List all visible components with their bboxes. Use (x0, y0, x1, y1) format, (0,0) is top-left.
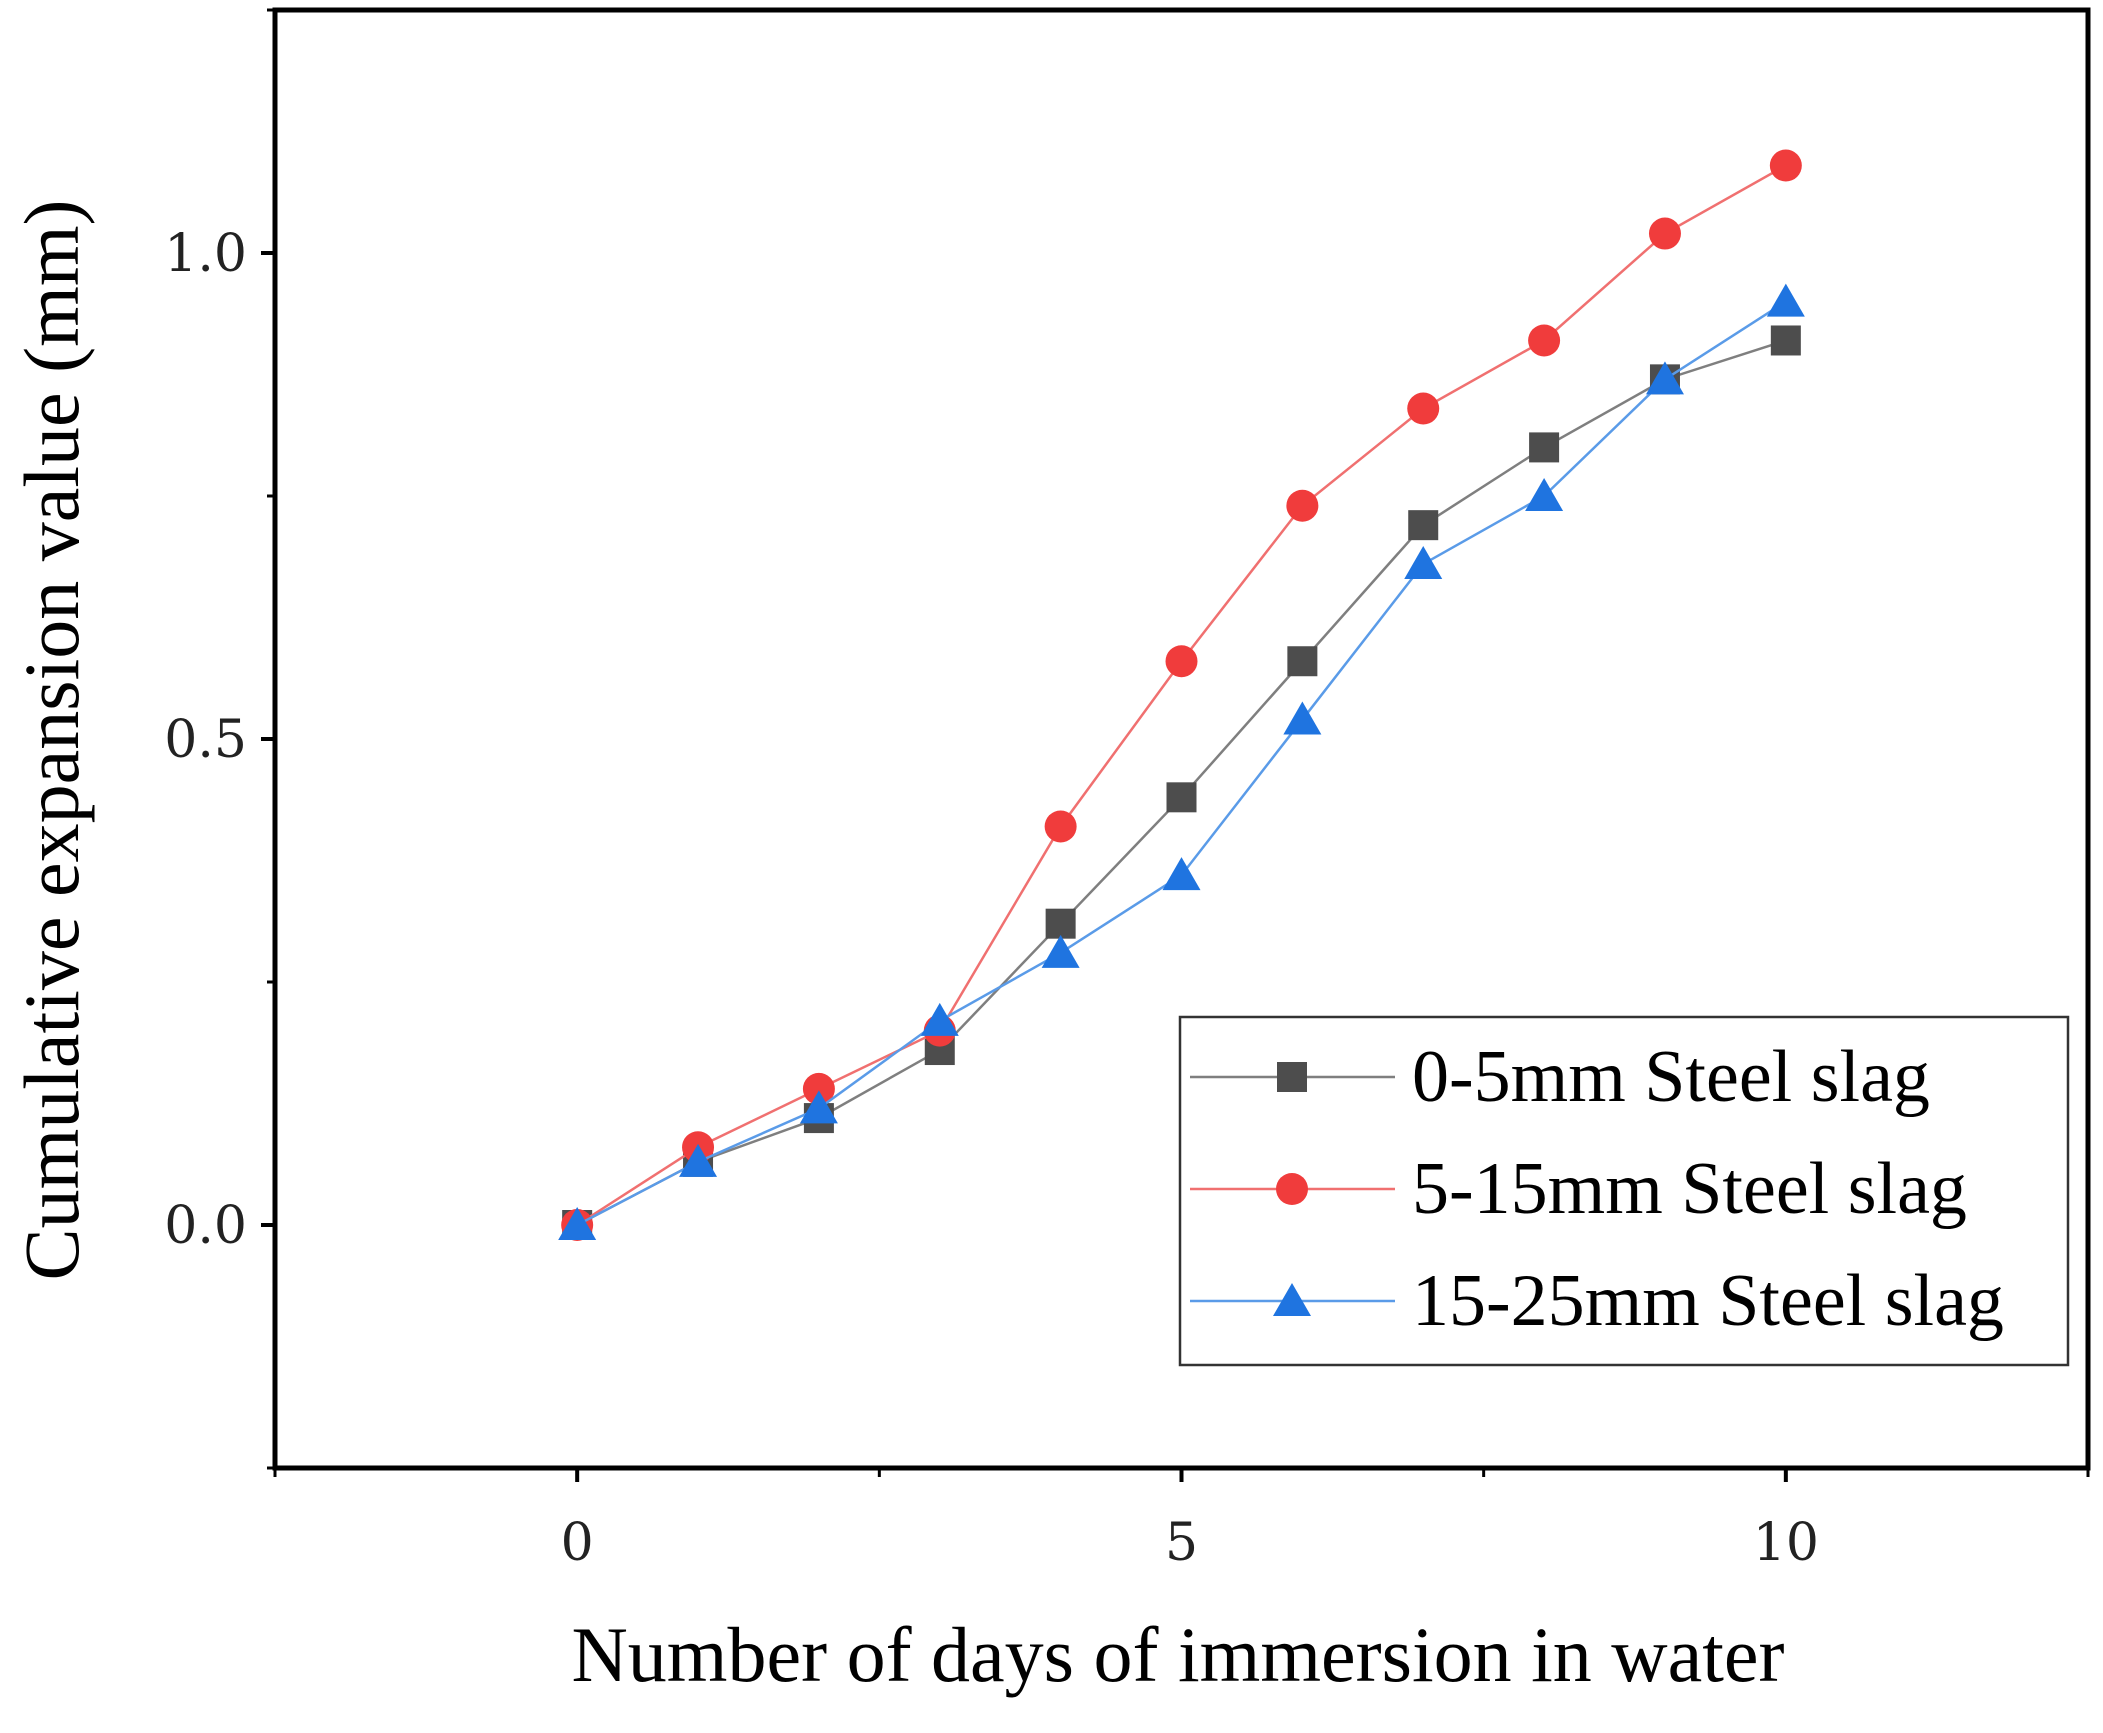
legend-marker (1277, 1062, 1307, 1092)
data-point (802, 1072, 835, 1105)
data-point (1404, 546, 1443, 580)
data-point (1408, 510, 1439, 541)
data-point (1286, 489, 1319, 522)
data-point (1162, 857, 1201, 891)
series-2 (558, 283, 1805, 1240)
y-tick-label: 0.5 (164, 710, 247, 770)
data-point (558, 1207, 597, 1240)
data-point (799, 1090, 838, 1124)
data-point (1528, 324, 1561, 357)
data-point (1769, 149, 1802, 182)
y-tick-label: 0.0 (164, 1196, 247, 1256)
data-point (1770, 325, 1801, 356)
data-point (920, 1002, 959, 1036)
legend-marker (1276, 1173, 1308, 1205)
data-point (1407, 392, 1440, 425)
x-tick-label: 10 (1753, 1513, 1819, 1573)
x-axis-ticks: 0 5 10 (273, 1468, 2090, 1573)
legend-box (1178, 1015, 2070, 1367)
legend: 0-5mm Steel slag 5-15mm Steel slag 15-25mm… (1178, 1015, 2070, 1367)
legend-label: 15-25mm Steel slag (1412, 1260, 2004, 1342)
legend-label: 5-15mm Steel slag (1412, 1148, 1967, 1230)
data-point (1045, 908, 1076, 939)
y-tick-label: 1.0 (164, 224, 247, 284)
data-point (1529, 432, 1560, 463)
x-axis-title: Number of days of immersion in water (571, 1611, 1784, 1698)
data-point (1645, 361, 1684, 395)
data-point (1287, 646, 1318, 677)
data-point (1283, 701, 1322, 735)
y-axis-ticks: 0.0 0.5 1.0 (164, 8, 275, 1470)
data-point (1525, 478, 1564, 511)
data-point (1044, 810, 1077, 843)
y-axis-title: Cumulative expansion value (mm) (8, 200, 95, 1281)
data-point (679, 1143, 718, 1177)
series-layer (558, 149, 1805, 1241)
legend-marker (1273, 1283, 1311, 1316)
x-tick-label: 0 (561, 1513, 594, 1573)
data-point (1648, 217, 1681, 250)
data-point (1165, 645, 1198, 678)
data-point (1041, 934, 1080, 968)
data-point (1766, 283, 1805, 317)
legend-label: 0-5mm Steel slag (1412, 1036, 1930, 1118)
data-point (1166, 782, 1197, 813)
x-tick-label: 5 (1165, 1513, 1198, 1573)
